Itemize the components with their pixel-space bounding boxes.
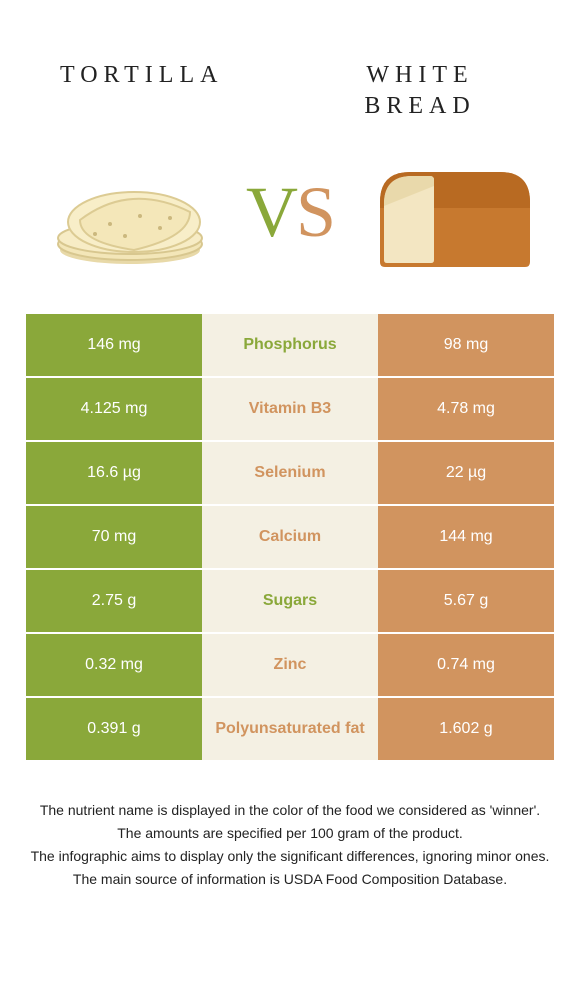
nutrient-label-cell: Sugars — [202, 568, 378, 632]
left-value-cell: 70 mg — [26, 504, 202, 568]
right-value-cell: 1.602 g — [378, 696, 554, 760]
footer-line: The main source of information is USDA F… — [30, 869, 550, 890]
left-value-cell: 16.6 µg — [26, 440, 202, 504]
footer-line: The infographic aims to display only the… — [30, 846, 550, 867]
nutrient-label-cell: Zinc — [202, 632, 378, 696]
tortilla-image — [40, 142, 220, 282]
left-value-cell: 0.391 g — [26, 696, 202, 760]
right-value-cell: 22 µg — [378, 440, 554, 504]
right-value-cell: 4.78 mg — [378, 376, 554, 440]
right-value-cell: 5.67 g — [378, 568, 554, 632]
table-row: 146 mgPhosphorus98 mg — [26, 312, 554, 376]
footer-notes: The nutrient name is displayed in the co… — [20, 800, 560, 890]
left-value-cell: 146 mg — [26, 312, 202, 376]
nutrient-label-cell: Polyunsaturated fat — [202, 696, 378, 760]
titles-row: TORTILLA WHITE BREAD — [20, 30, 560, 132]
left-value-cell: 2.75 g — [26, 568, 202, 632]
bread-image — [360, 142, 540, 282]
right-food-title: WHITE BREAD — [320, 60, 520, 122]
left-value-cell: 0.32 mg — [26, 632, 202, 696]
vs-s: S — [296, 171, 334, 254]
table-row: 2.75 gSugars5.67 g — [26, 568, 554, 632]
nutrient-label-cell: Selenium — [202, 440, 378, 504]
table-row: 16.6 µgSelenium22 µg — [26, 440, 554, 504]
nutrient-label-cell: Phosphorus — [202, 312, 378, 376]
right-value-cell: 98 mg — [378, 312, 554, 376]
vs-v: V — [246, 171, 296, 254]
nutrient-label-cell: Calcium — [202, 504, 378, 568]
nutrient-label-cell: Vitamin B3 — [202, 376, 378, 440]
left-food-title: TORTILLA — [60, 60, 223, 122]
hero-row: VS — [20, 132, 560, 312]
table-row: 70 mgCalcium144 mg — [26, 504, 554, 568]
table-row: 0.391 gPolyunsaturated fat1.602 g — [26, 696, 554, 760]
footer-line: The amounts are specified per 100 gram o… — [30, 823, 550, 844]
table-row: 0.32 mgZinc0.74 mg — [26, 632, 554, 696]
right-value-cell: 144 mg — [378, 504, 554, 568]
footer-line: The nutrient name is displayed in the co… — [30, 800, 550, 821]
vs-label: VS — [246, 171, 334, 254]
right-value-cell: 0.74 mg — [378, 632, 554, 696]
infographic-container: TORTILLA WHITE BREAD VS — [0, 0, 580, 912]
nutrient-table: 146 mgPhosphorus98 mg4.125 mgVitamin B34… — [26, 312, 554, 760]
table-row: 4.125 mgVitamin B34.78 mg — [26, 376, 554, 440]
left-value-cell: 4.125 mg — [26, 376, 202, 440]
